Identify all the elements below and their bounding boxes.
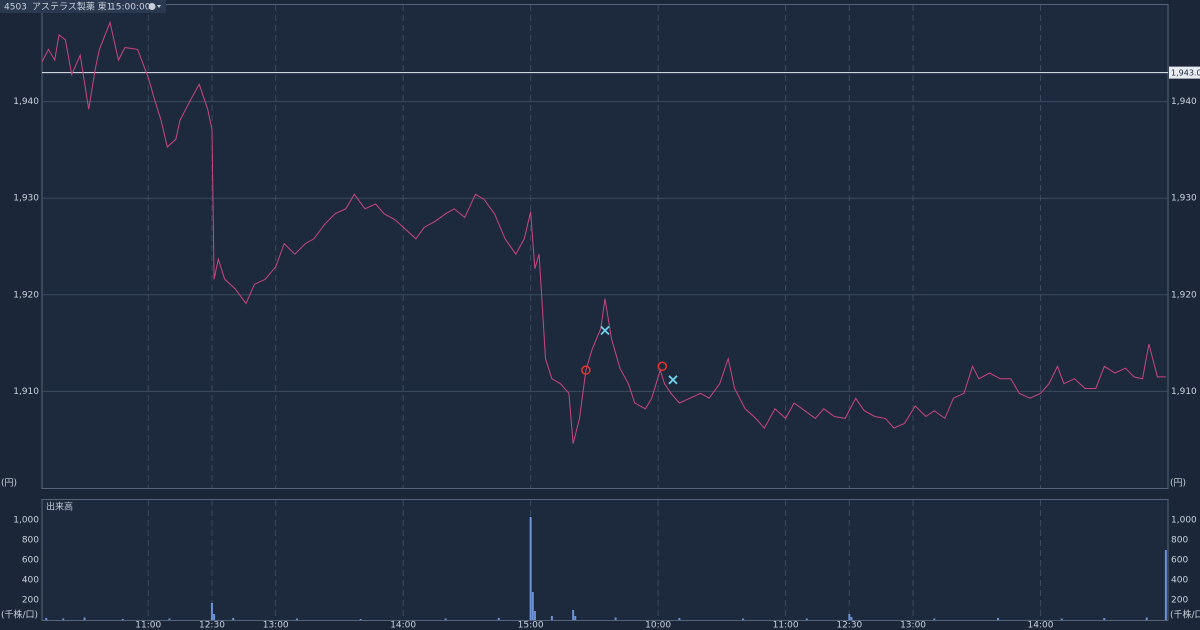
y-tick-label-right: 1,930 [1171,194,1197,204]
x-tick-label: 14:00 [390,621,416,630]
volume-bar [1145,617,1148,620]
volume-bar [45,618,48,620]
volume-bar [550,616,553,620]
x-tick-label: 11:00 [135,621,161,630]
y-unit-label-right: (千株/口) [1170,609,1200,621]
header-box [0,0,166,13]
volume-bar [997,618,1000,620]
y-tick-label: 1,940 [13,97,39,107]
volume-bar [574,616,577,620]
sell-marker [600,325,610,336]
volume-bar [531,592,534,620]
volume-bar [168,618,171,620]
y-tick-label-right: 800 [1171,536,1188,546]
x-tick-label: 12:30 [836,621,862,630]
y-tick-label: 1,000 [13,516,39,526]
x-tick-label: 11:00 [773,621,799,630]
volume-bar [121,619,124,620]
buy-marker [657,361,668,372]
volume-bar [933,618,936,620]
y-tick-label-right: 1,940 [1171,97,1197,107]
y-tick-label: 1,930 [13,194,39,204]
x-tick-label: 13:00 [263,621,289,630]
panel-title: 出来高 [46,501,73,513]
volume-bar [62,618,65,620]
reference-label-box [1169,66,1200,79]
volume-bar [359,619,362,620]
price-line [41,20,1166,444]
reference-label: 1,943.0 [1171,69,1200,78]
volume-bar [295,618,298,620]
volume-bar [210,603,213,620]
y-tick-label-right: 200 [1171,596,1188,606]
y-tick-label-right: 1,000 [1171,516,1197,526]
volume-bar [232,618,235,620]
volume-bar [1164,550,1167,620]
volume-bar [213,614,216,620]
volume-panel [41,499,1169,621]
y-tick-label: 200 [22,596,39,606]
y-unit-label: (千株/口) [1,609,38,621]
x-tick-label: 14:00 [1028,621,1054,630]
sell-marker [668,375,678,385]
y-tick-label: 600 [22,556,39,566]
stock-name: アステラス製薬 東1 [32,1,112,13]
volume-bar [850,617,853,620]
y-tick-label-right: 1,920 [1171,290,1197,300]
volume-bar [533,611,536,620]
x-tick-label: 13:00 [900,621,926,630]
price-panel [41,4,1169,489]
y-tick-label: 1,920 [13,290,39,300]
y-tick-label: 400 [22,576,39,586]
y-tick-label: 800 [22,536,39,546]
volume-bar [848,614,851,620]
y-tick-label-right: 600 [1171,556,1188,566]
y-tick-label: 1,910 [13,387,39,397]
dropdown-icon[interactable] [157,5,161,8]
info-icon[interactable] [148,3,156,10]
buy-marker [581,365,591,375]
x-tick-label: 15:00 [518,621,544,630]
volume-bar [1103,618,1106,620]
volume-bar [1060,618,1063,620]
volume-bar [529,517,532,620]
volume-bar [614,617,617,620]
time: 15:00:00 [110,3,151,13]
x-tick-label: 10:00 [645,621,671,630]
stock-code: 4503 [4,3,27,13]
volume-bar [742,618,745,620]
volume-bar [805,618,808,620]
volume-bar [572,610,575,620]
y-tick-label-right: 1,910 [1171,387,1197,397]
x-tick-label: 12:30 [199,621,225,630]
y-unit-label-right: (円) [1170,478,1186,489]
y-tick-label-right: 400 [1171,576,1188,586]
volume-bar [678,618,681,620]
volume-bar [497,618,500,620]
volume-bar [83,617,86,620]
y-unit-label: (円) [1,478,17,489]
volume-bar [444,618,447,620]
